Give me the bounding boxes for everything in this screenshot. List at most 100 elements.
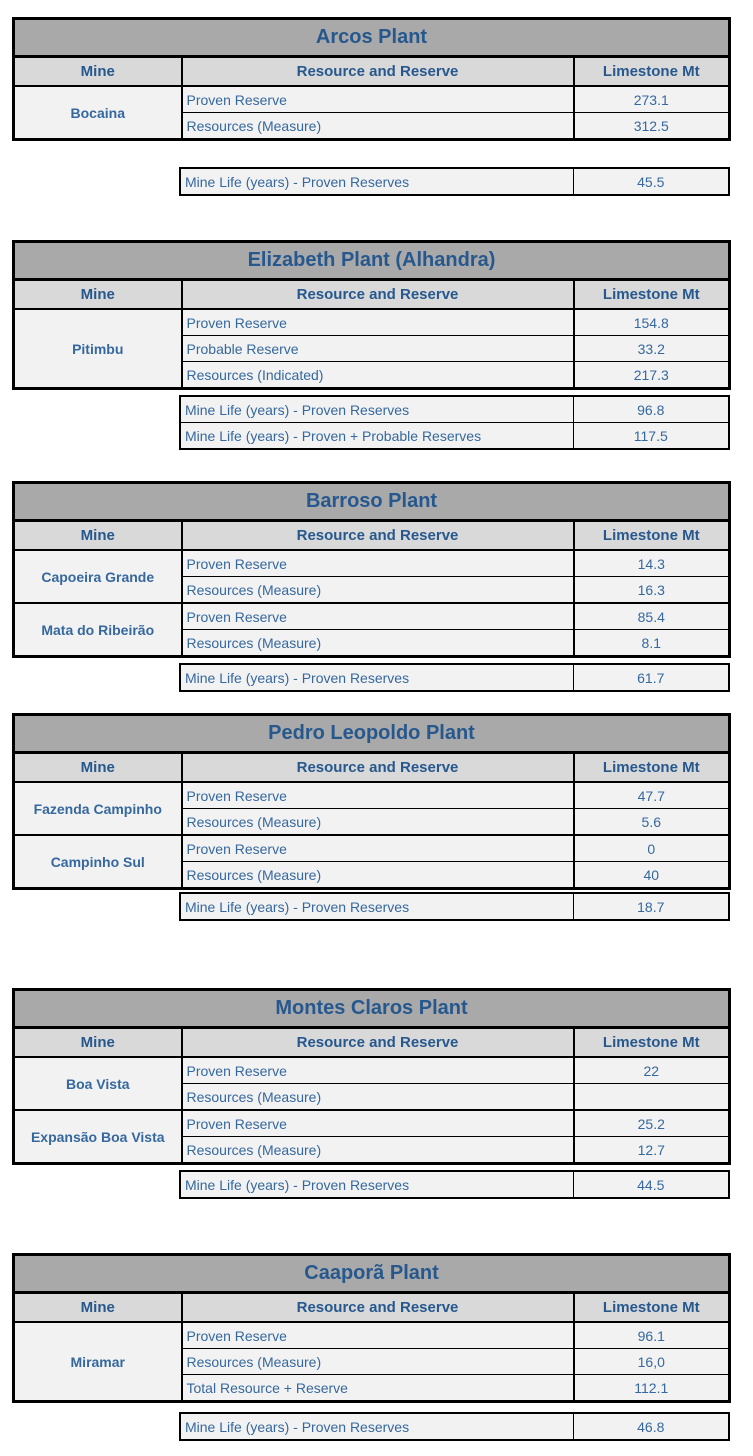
resource-value: 40 <box>572 861 731 889</box>
montes-claros-plant-section: Montes Claros Plant Mine Resource and Re… <box>12 988 732 1165</box>
mine-life-label: Mine Life (years) - Proven Reserves <box>179 167 574 196</box>
plant-table: Pedro Leopoldo Plant Mine Resource and R… <box>12 713 732 890</box>
plant-title: Barroso Plant <box>12 481 731 522</box>
resource-label: Resources (Measure) <box>180 576 575 604</box>
resource-label: Proven Reserve <box>180 834 575 862</box>
plant-title: Montes Claros Plant <box>12 988 731 1029</box>
resource-value: 96.1 <box>572 1321 731 1349</box>
resource-label: Resources (Measure) <box>180 808 575 836</box>
resource-label: Resources (Measure) <box>180 112 575 140</box>
pedro-leopoldo-mine-life-section: Mine Life (years) - Proven Reserves 18.7 <box>179 892 730 921</box>
mine-name: Pitimbu <box>12 308 183 389</box>
mine-name: Mata do Ribeirão <box>12 602 183 657</box>
resource-value: 16,0 <box>572 1348 731 1375</box>
col-header-limestone: Limestone Mt <box>572 751 731 783</box>
resource-value: 112.1 <box>572 1374 731 1402</box>
col-header-resource: Resource and Reserve <box>180 278 575 310</box>
resource-label: Proven Reserve <box>180 602 575 630</box>
resource-label: Proven Reserve <box>180 308 575 336</box>
mine-life-table: Mine Life (years) - Proven Reserves 61.7 <box>179 663 730 692</box>
plant-title: Pedro Leopoldo Plant <box>12 713 731 754</box>
mine-life-value: 46.8 <box>572 1412 730 1441</box>
resource-label: Resources (Indicated) <box>180 361 575 389</box>
mine-name: Campinho Sul <box>12 834 183 889</box>
col-header-resource: Resource and Reserve <box>180 1291 575 1323</box>
montes-claros-mine-life-section: Mine Life (years) - Proven Reserves 44.5 <box>179 1170 730 1199</box>
plant-table: Elizabeth Plant (Alhandra) Mine Resource… <box>12 240 732 390</box>
resource-label: Proven Reserve <box>180 1056 575 1084</box>
mine-name: Boa Vista <box>12 1056 183 1111</box>
col-header-mine: Mine <box>12 278 183 310</box>
col-header-mine: Mine <box>12 55 183 87</box>
plant-table: Caaporã Plant Mine Resource and Reserve … <box>12 1253 732 1403</box>
resource-label: Resources (Measure) <box>180 861 575 889</box>
resource-label: Resources (Measure) <box>180 629 575 657</box>
mine-life-value: 117.5 <box>572 422 730 450</box>
col-header-resource: Resource and Reserve <box>180 55 575 87</box>
resource-value: 154.8 <box>572 308 731 336</box>
mine-life-label: Mine Life (years) - Proven Reserves <box>179 1170 574 1199</box>
caapora-plant-section: Caaporã Plant Mine Resource and Reserve … <box>12 1253 732 1403</box>
pedro-leopoldo-plant-section: Pedro Leopoldo Plant Mine Resource and R… <box>12 713 732 890</box>
resource-label: Proven Reserve <box>180 1321 575 1349</box>
col-header-mine: Mine <box>12 1026 183 1058</box>
mine-life-table: Mine Life (years) - Proven Reserves 46.8 <box>179 1412 730 1441</box>
col-header-resource: Resource and Reserve <box>180 751 575 783</box>
col-header-limestone: Limestone Mt <box>572 1291 731 1323</box>
plant-title: Arcos Plant <box>12 17 731 58</box>
mine-life-label: Mine Life (years) - Proven Reserves <box>179 395 574 423</box>
plant-table: Barroso Plant Mine Resource and Reserve … <box>12 481 732 658</box>
mine-name: Fazenda Campinho <box>12 781 183 836</box>
arcos-plant-section: Arcos Plant Mine Resource and Reserve Li… <box>12 17 731 141</box>
mine-name: Bocaina <box>12 85 183 140</box>
resource-label: Resources (Measure) <box>180 1083 575 1111</box>
mine-life-value: 18.7 <box>572 892 730 921</box>
plant-table: Montes Claros Plant Mine Resource and Re… <box>12 988 732 1165</box>
mine-life-table: Mine Life (years) - Proven Reserves 45.5 <box>179 167 730 196</box>
resource-value: 14.3 <box>572 549 731 577</box>
resource-value: 16.3 <box>572 576 731 604</box>
resource-label: Resources (Measure) <box>180 1136 575 1164</box>
col-header-mine: Mine <box>12 1291 183 1323</box>
mine-life-label: Mine Life (years) - Proven Reserves <box>179 1412 574 1441</box>
arcos-mine-life-section: Mine Life (years) - Proven Reserves 45.5 <box>179 167 730 196</box>
mine-life-value: 45.5 <box>572 167 730 196</box>
plant-title: Caaporã Plant <box>12 1253 731 1294</box>
resource-value: 47.7 <box>572 781 731 809</box>
resource-value: 8.1 <box>572 629 731 657</box>
mine-life-value: 96.8 <box>572 395 730 423</box>
resource-value: 312.5 <box>572 112 731 140</box>
mine-life-label: Mine Life (years) - Proven + Probable Re… <box>179 422 574 450</box>
resource-label: Proven Reserve <box>180 1109 575 1137</box>
resource-label: Proven Reserve <box>180 781 575 809</box>
mine-name: Capoeira Grande <box>12 549 183 604</box>
resource-value <box>572 1083 731 1111</box>
plant-table: Arcos Plant Mine Resource and Reserve Li… <box>12 17 731 141</box>
mine-name: Expansão Boa Vista <box>12 1109 183 1164</box>
mine-life-table: Mine Life (years) - Proven Reserves 18.7 <box>179 892 730 921</box>
mine-life-table: Mine Life (years) - Proven Reserves 44.5 <box>179 1170 730 1199</box>
elizabeth-plant-section: Elizabeth Plant (Alhandra) Mine Resource… <box>12 240 732 390</box>
resource-value: 22 <box>572 1056 731 1084</box>
col-header-limestone: Limestone Mt <box>572 55 731 87</box>
mine-life-label: Mine Life (years) - Proven Reserves <box>179 663 574 692</box>
mine-name: Miramar <box>12 1321 183 1402</box>
barroso-mine-life-section: Mine Life (years) - Proven Reserves 61.7 <box>179 663 730 692</box>
resource-label: Probable Reserve <box>180 335 575 362</box>
resource-value: 33.2 <box>572 335 731 362</box>
resource-value: 217.3 <box>572 361 731 389</box>
resource-label: Proven Reserve <box>180 549 575 577</box>
mine-life-value: 44.5 <box>572 1170 730 1199</box>
resource-value: 5.6 <box>572 808 731 836</box>
resource-label: Resources (Measure) <box>180 1348 575 1375</box>
col-header-limestone: Limestone Mt <box>572 278 731 310</box>
col-header-limestone: Limestone Mt <box>572 1026 731 1058</box>
resource-value: 12.7 <box>572 1136 731 1164</box>
plant-title: Elizabeth Plant (Alhandra) <box>12 240 731 281</box>
elizabeth-mine-life-section: Mine Life (years) - Proven Reserves 96.8… <box>179 395 730 450</box>
resource-value: 0 <box>572 834 731 862</box>
caapora-mine-life-section: Mine Life (years) - Proven Reserves 46.8 <box>179 1412 730 1441</box>
resource-label: Proven Reserve <box>180 85 575 113</box>
mine-life-value: 61.7 <box>572 663 730 692</box>
resource-value: 25.2 <box>572 1109 731 1137</box>
